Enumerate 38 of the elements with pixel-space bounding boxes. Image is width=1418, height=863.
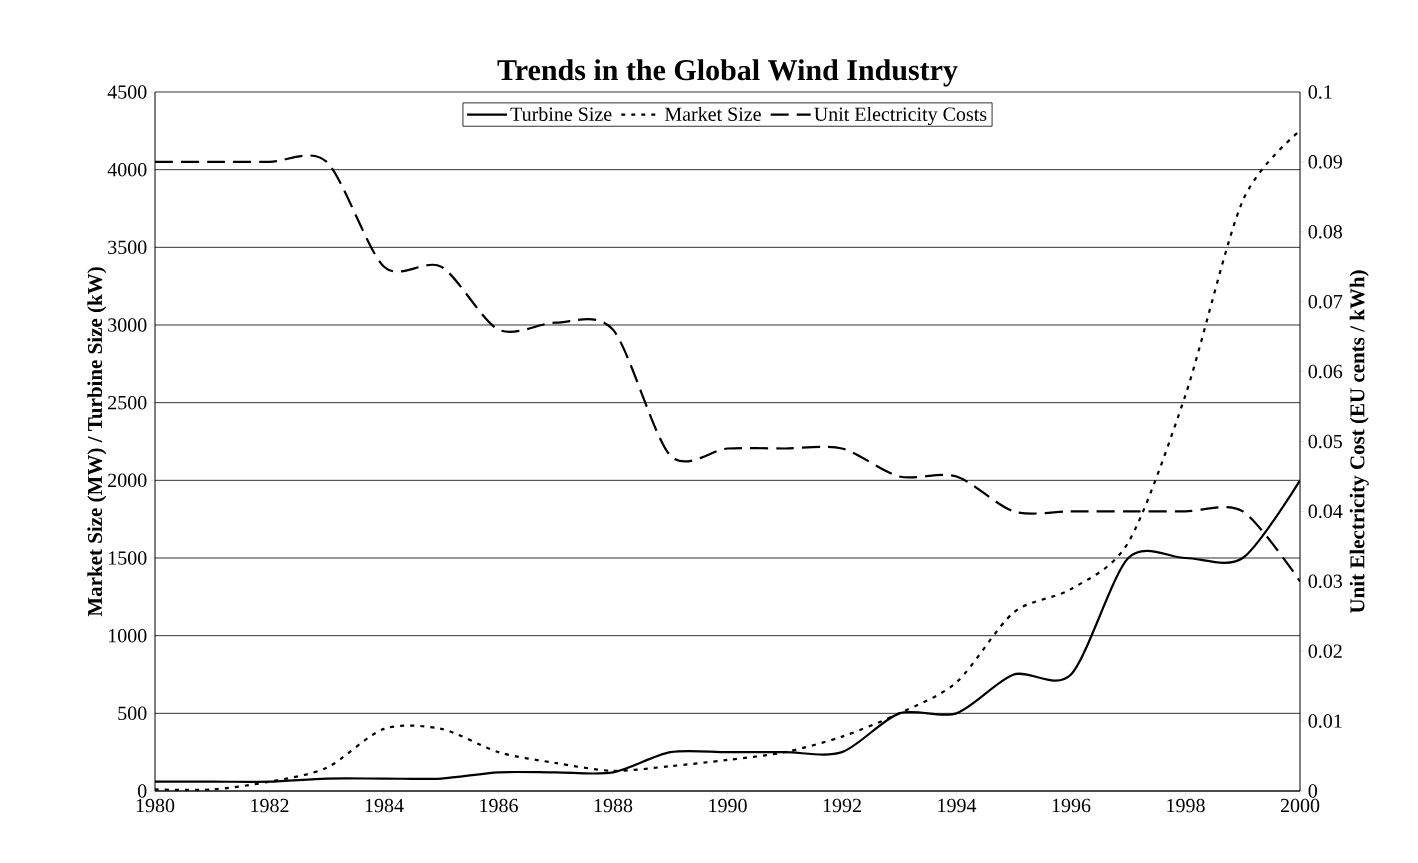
y2-tick-label: 0.01: [1308, 714, 1342, 728]
y2-tick-label: 0: [1308, 784, 1318, 798]
x-tick-label: 1994: [938, 798, 977, 813]
y2-tick-label: 0.08: [1308, 225, 1343, 239]
y-tick-label: 4500: [107, 85, 147, 99]
x-tick-label: 1992: [823, 798, 861, 813]
chart-title: Trends in the Global Wind Industry: [497, 59, 958, 87]
y-tick-label: 3000: [108, 318, 147, 332]
y2-tick-label: 0.05: [1308, 434, 1343, 449]
x-tick-label: 1986: [480, 798, 518, 813]
legend-label: Unit Electricity Costs: [814, 106, 987, 126]
y2-tick-label: 0.06: [1308, 364, 1343, 379]
y2-tick-label: 0.1: [1308, 85, 1332, 99]
y-tick-label: 3500: [108, 240, 147, 255]
y-tick-label: 500: [118, 706, 147, 721]
x-tick-label: 1982: [251, 798, 289, 813]
y-tick-label: 1000: [108, 628, 147, 643]
y2-tick-label: 0.07: [1308, 294, 1343, 309]
y-tick-label: 4000: [107, 162, 147, 177]
x-tick-label: 1990: [709, 798, 747, 813]
x-tick-label: 1980: [136, 798, 175, 813]
x-tick-label: 1998: [1167, 798, 1205, 813]
y-tick-label: 2500: [108, 395, 147, 410]
x-tick-label: 2000: [1280, 798, 1320, 813]
y-axis-title: Market Size (MW) / Turbine Size (kW): [87, 267, 107, 617]
y2-tick-label: 0.03: [1308, 574, 1343, 589]
x-tick-label: 1996: [1052, 798, 1091, 813]
y2-tick-label: 0.02: [1308, 644, 1342, 658]
y2-tick-label: 0.04: [1308, 504, 1343, 519]
x-tick-label: 1984: [365, 798, 404, 813]
y2-tick-label: 0.09: [1308, 155, 1342, 169]
y-tick-label: 0: [137, 784, 147, 798]
y-tick-label: 2000: [108, 473, 147, 488]
y2-axis-title: Unit Electricity Cost (EU cents / kWh): [1349, 270, 1369, 614]
y-tick-label: 1500: [108, 551, 147, 565]
x-tick-label: 1988: [594, 798, 633, 813]
legend-label: Turbine Size: [510, 106, 612, 121]
legend-label: Market Size: [664, 106, 761, 121]
